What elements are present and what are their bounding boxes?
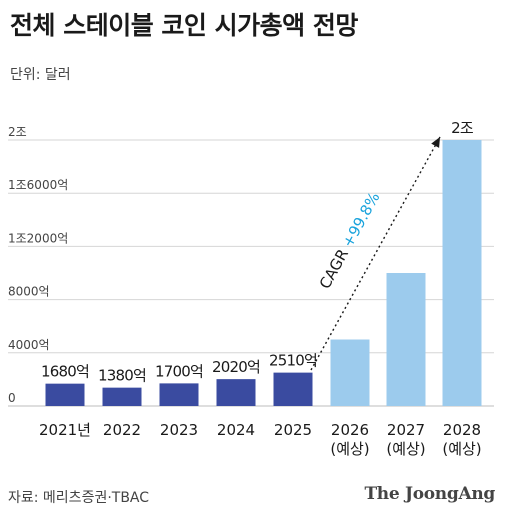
bars xyxy=(45,140,482,406)
bar xyxy=(216,379,256,406)
data-label: 1700억 xyxy=(155,362,203,380)
cagr-prefix: CAGR xyxy=(316,242,355,292)
cagr-label: CAGR +99.8% xyxy=(316,189,384,292)
bar xyxy=(102,387,142,406)
source-credit: 자료: 메리츠증권·TBAC xyxy=(8,490,150,506)
x-tick-label: 2027 xyxy=(387,421,425,439)
cagr-value: +99.8% xyxy=(339,189,384,250)
data-label: 2510억 xyxy=(269,352,317,370)
y-tick-label: 4000억 xyxy=(8,338,50,352)
data-label: 2조 xyxy=(451,119,474,137)
bar xyxy=(386,273,426,406)
publisher-logo: The JoongAng xyxy=(364,484,495,504)
x-tick-label: 2025 xyxy=(274,421,312,439)
bar-chart: 0 4000억 8000억 1조2000억 1조6000억 2조 1680억 1380억 17… xyxy=(8,119,494,458)
x-tick-label: 2021년 xyxy=(39,421,91,439)
cagr-arrow-line xyxy=(310,136,441,371)
x-tick-label: 2023 xyxy=(160,421,198,439)
x-tick-label: 2026 xyxy=(331,421,369,439)
y-tick-label: 1조6000억 xyxy=(8,178,68,192)
y-tick-label: 0 xyxy=(8,391,16,405)
y-tick-label: 8000억 xyxy=(8,285,50,299)
bar xyxy=(442,140,482,406)
bar xyxy=(45,383,85,406)
data-label: 1680억 xyxy=(41,363,89,381)
cagr-arrow-head xyxy=(431,137,440,148)
y-tick-label: 2조 xyxy=(8,125,27,139)
data-label: 1380억 xyxy=(98,367,146,385)
bar xyxy=(330,339,370,406)
unit-label: 단위: 달러 xyxy=(10,67,71,83)
x-tick-label: 2028 xyxy=(443,421,481,439)
page-title: 전체 스테이블 코인 시가총액 전망 xyxy=(10,11,358,40)
bar xyxy=(159,383,199,406)
x-tick-label: (예상) xyxy=(330,440,369,458)
x-tick-label: (예상) xyxy=(386,440,425,458)
data-labels: 1680억 1380억 1700억 2020억 2510억 2조 xyxy=(41,119,475,385)
y-tick-label: 1조2000억 xyxy=(8,231,68,245)
x-tick-labels: 2021년 2022 2023 2024 2025 2026(예상)2027(예상)202… xyxy=(39,421,482,458)
bar xyxy=(273,372,313,406)
data-label: 2020억 xyxy=(212,358,260,376)
x-tick-label: 2024 xyxy=(217,421,255,439)
x-tick-label: (예상) xyxy=(442,440,481,458)
x-tick-label: 2022 xyxy=(103,421,141,439)
